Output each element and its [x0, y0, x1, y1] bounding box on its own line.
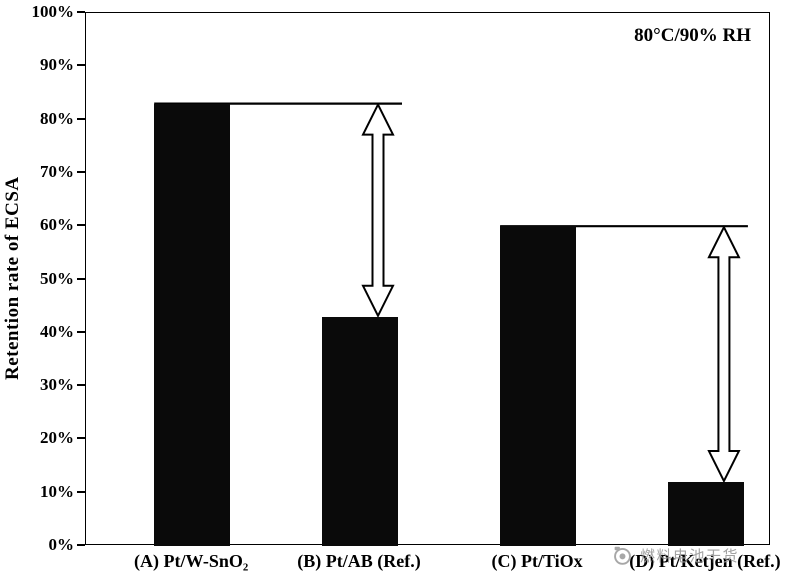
y-tick-label: 0%	[48, 535, 75, 554]
x-category-label: (A) Pt/W-SnO₂	[134, 551, 249, 571]
y-tick-mark	[77, 437, 85, 440]
x-category-label: (B) Pt/AB (Ref.)	[297, 551, 421, 571]
bar-d	[667, 482, 744, 546]
bar-b	[322, 316, 398, 546]
x-category-label: (C) Pt/TiOx	[491, 551, 583, 571]
camera-icon	[614, 546, 631, 565]
y-tick-mark	[77, 490, 85, 493]
y-tick-mark	[77, 11, 85, 13]
watermark-text: 燃料电池干货	[640, 548, 740, 565]
y-tick-mark	[77, 277, 85, 280]
y-tick-label: 80%	[40, 108, 74, 128]
y-tick-label: 20%	[40, 428, 74, 448]
y-tick-label: 30%	[40, 375, 74, 395]
y-tick-label: 60%	[40, 215, 74, 235]
watermark: 燃料电池干货	[612, 545, 739, 566]
y-tick-label: 70%	[40, 161, 74, 181]
y-tick-mark	[77, 544, 85, 546]
y-tick-mark	[77, 384, 85, 387]
y-tick-mark	[77, 330, 85, 333]
y-tick-mark	[77, 170, 85, 173]
y-tick-label: 90%	[40, 55, 74, 75]
y-tick-mark	[77, 64, 85, 67]
x-category-label: (D) Pt/Ketjen (Ref.)	[629, 551, 781, 571]
plot-area: 80°C/90% RH	[85, 12, 770, 546]
y-tick-mark	[77, 224, 85, 227]
y-tick-label: 100%	[31, 2, 75, 21]
drop-arrow	[707, 224, 741, 484]
y-tick-label: 50%	[40, 268, 74, 288]
condition-annotation: 80°C/90% RH	[634, 25, 751, 46]
bar-c	[500, 226, 577, 546]
bar-a	[154, 103, 231, 546]
y-tick-label: 40%	[40, 321, 74, 341]
drop-arrow	[361, 102, 395, 319]
y-tick-label: 10%	[40, 481, 74, 501]
y-tick-mark	[77, 117, 85, 120]
